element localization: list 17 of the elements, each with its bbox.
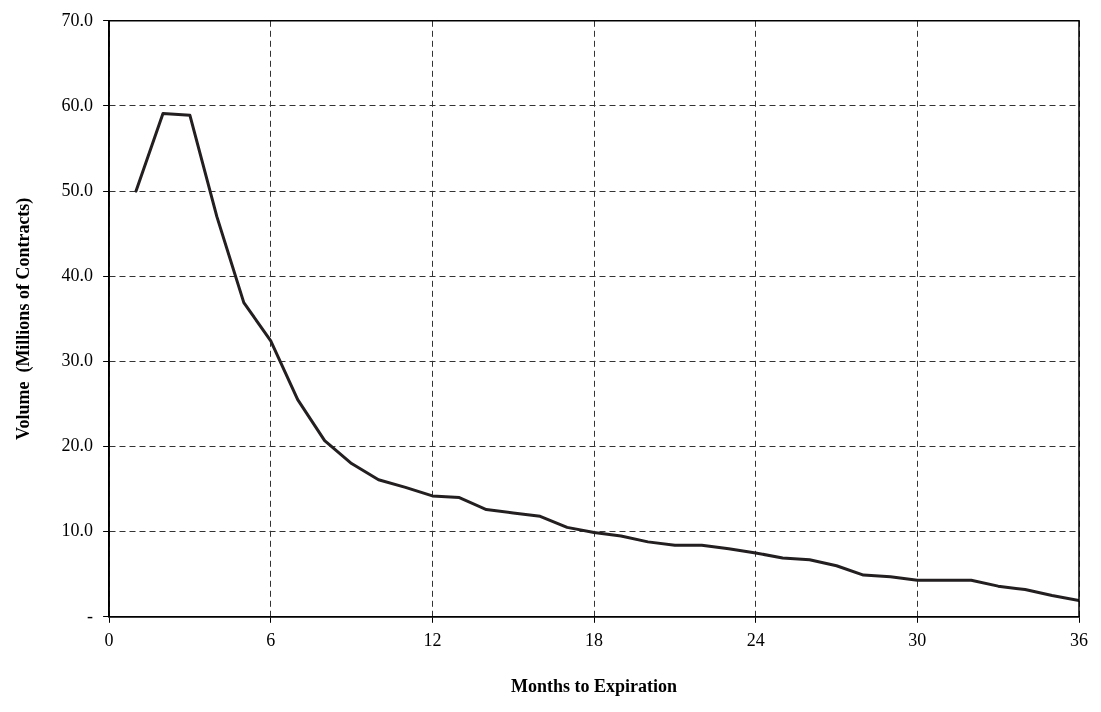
x-tick-label: 30	[908, 630, 927, 651]
x-tick-label: 36	[1070, 630, 1088, 651]
x-tick-label: 6	[266, 630, 276, 651]
x-tick-label: 0	[104, 630, 114, 651]
x-tick-label: 24	[746, 630, 765, 651]
x-tick-label: 18	[585, 630, 604, 651]
y-tick-label: 10.0	[61, 520, 94, 541]
y-tick-label: 50.0	[61, 179, 94, 200]
y-tick-label: 60.0	[61, 94, 94, 115]
y-tick-label: 20.0	[61, 435, 94, 456]
x-tick-label: 12	[423, 630, 442, 651]
y-tick-label: 40.0	[61, 264, 94, 285]
y-tick-label: -	[87, 605, 94, 626]
y-tick-label: 30.0	[61, 350, 94, 371]
y-tick-label: 70.0	[61, 9, 94, 30]
x-axis-title: Months to Expiration	[511, 675, 678, 696]
y-axis-title: Volume (Millions of Contracts)	[13, 197, 35, 440]
